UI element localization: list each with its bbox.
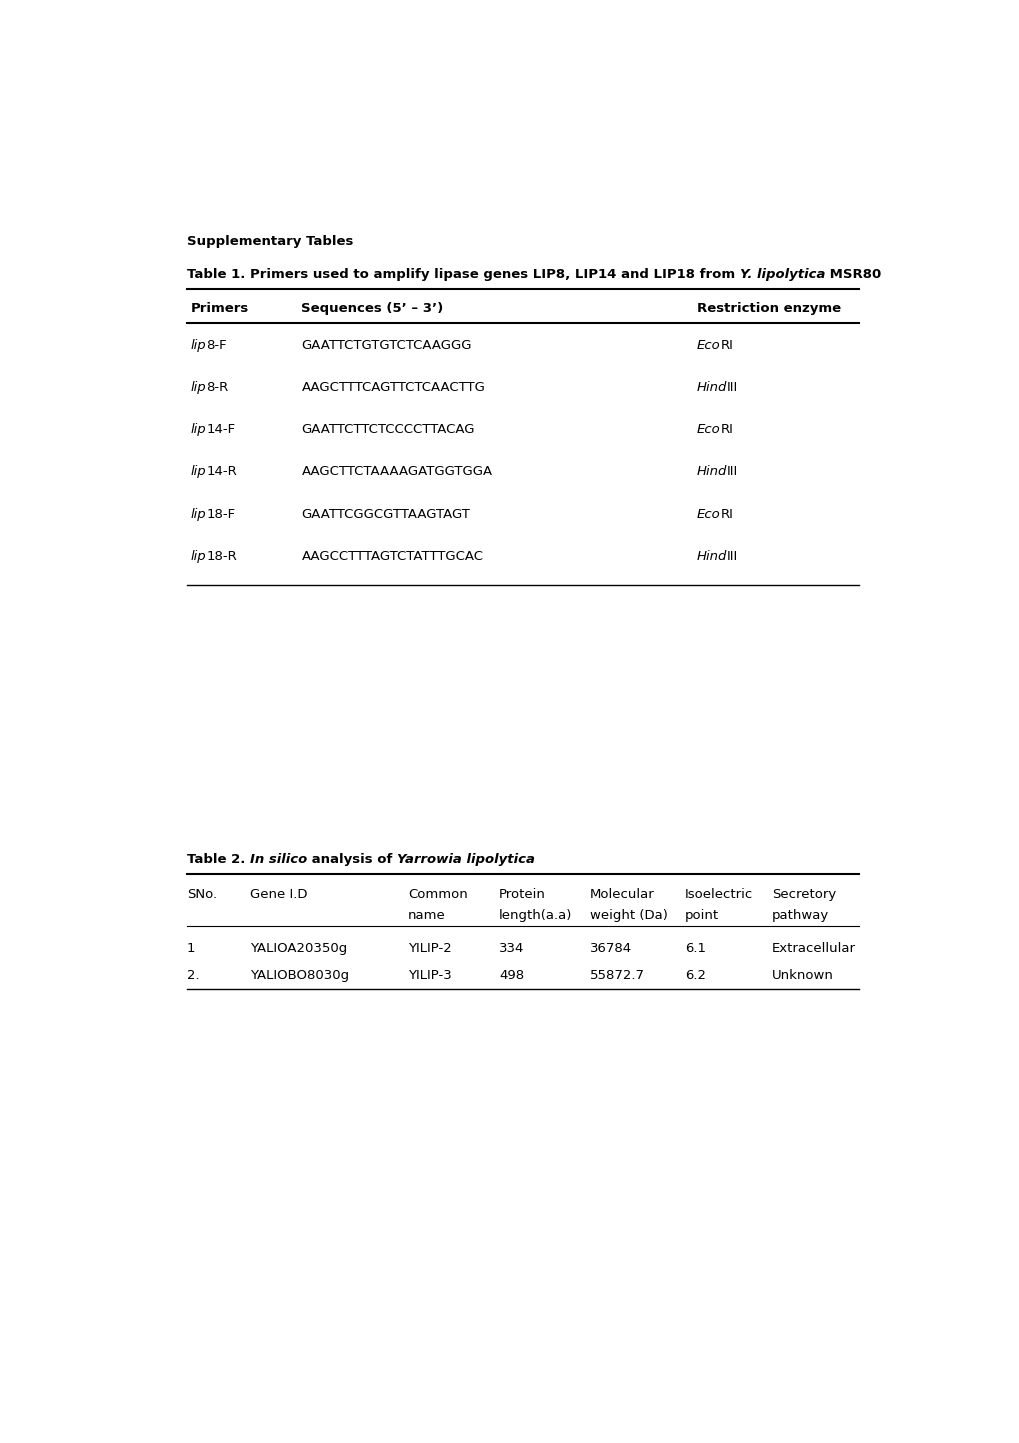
Text: SNo.: SNo. [186, 887, 217, 900]
Text: Table 2.: Table 2. [186, 853, 250, 866]
Text: GAATTCTTCTCCCCTTACAG: GAATTCTTCTCCCCTTACAG [302, 423, 475, 436]
Text: GAATTCTGTGTCTCAAGGG: GAATTCTGTGTCTCAAGGG [302, 339, 472, 352]
Text: In silico: In silico [250, 853, 307, 866]
Text: 14-R: 14-R [206, 466, 236, 479]
Text: Hind: Hind [696, 466, 727, 479]
Text: AAGCTTCTAAAAGATGGTGGA: AAGCTTCTAAAAGATGGTGGA [302, 466, 492, 479]
Text: lip: lip [191, 339, 206, 352]
Text: Eco: Eco [696, 423, 719, 436]
Text: YALIOA20350g: YALIOA20350g [250, 942, 346, 955]
Text: 18-F: 18-F [206, 508, 235, 521]
Text: Isoelectric: Isoelectric [684, 887, 752, 900]
Text: Eco: Eco [696, 508, 719, 521]
Text: 1: 1 [186, 942, 195, 955]
Text: III: III [727, 466, 738, 479]
Text: MSR80: MSR80 [824, 267, 880, 280]
Text: III: III [727, 381, 738, 394]
Text: 8-F: 8-F [206, 339, 227, 352]
Text: 36784: 36784 [589, 942, 632, 955]
Text: III: III [727, 550, 738, 563]
Text: lip: lip [191, 550, 206, 563]
Text: Restriction enzyme: Restriction enzyme [696, 302, 840, 315]
Text: lip: lip [191, 466, 206, 479]
Text: name: name [408, 909, 445, 922]
Text: Y. lipolytica: Y. lipolytica [739, 267, 824, 280]
Text: Primers: Primers [191, 302, 249, 315]
Text: 6.2: 6.2 [684, 968, 705, 981]
Text: Extracellular: Extracellular [771, 942, 855, 955]
Text: Hind: Hind [696, 550, 727, 563]
Text: 498: 498 [498, 968, 524, 981]
Text: 18-R: 18-R [206, 550, 236, 563]
Text: YALIOBO8030g: YALIOBO8030g [250, 968, 348, 981]
Text: 55872.7: 55872.7 [589, 968, 644, 981]
Text: Hind: Hind [696, 381, 727, 394]
Text: 2.: 2. [186, 968, 200, 981]
Text: length(a.a): length(a.a) [498, 909, 572, 922]
Text: Eco: Eco [696, 339, 719, 352]
Text: AAGCTTTCAGTTCTCAACTTG: AAGCTTTCAGTTCTCAACTTG [302, 381, 485, 394]
Text: Protein: Protein [498, 887, 545, 900]
Text: YILIP-2: YILIP-2 [408, 942, 451, 955]
Text: Common: Common [408, 887, 468, 900]
Text: lip: lip [191, 508, 206, 521]
Text: GAATTCGGCGTTAAGTAGT: GAATTCGGCGTTAAGTAGT [302, 508, 470, 521]
Text: 334: 334 [498, 942, 524, 955]
Text: Sequences (5’ – 3’): Sequences (5’ – 3’) [302, 302, 443, 315]
Text: lip: lip [191, 381, 206, 394]
Text: Gene I.D: Gene I.D [250, 887, 307, 900]
Text: Molecular: Molecular [589, 887, 654, 900]
Text: Unknown: Unknown [771, 968, 833, 981]
Text: Table 1. Primers used to amplify lipase genes LIP8, LIP14 and LIP18 from: Table 1. Primers used to amplify lipase … [186, 267, 739, 280]
Text: 14-F: 14-F [206, 423, 235, 436]
Text: Secretory: Secretory [771, 887, 836, 900]
Text: 6.1: 6.1 [684, 942, 705, 955]
Text: analysis of: analysis of [307, 853, 396, 866]
Text: RI: RI [719, 508, 733, 521]
Text: AAGCCTTTAGTCTATTTGCAC: AAGCCTTTAGTCTATTTGCAC [302, 550, 483, 563]
Text: YILIP-3: YILIP-3 [408, 968, 451, 981]
Text: weight (Da): weight (Da) [589, 909, 667, 922]
Text: pathway: pathway [771, 909, 828, 922]
Text: lip: lip [191, 423, 206, 436]
Text: Supplementary Tables: Supplementary Tables [186, 235, 353, 248]
Text: RI: RI [719, 423, 733, 436]
Text: RI: RI [719, 339, 733, 352]
Text: Yarrowia lipolytica: Yarrowia lipolytica [396, 853, 535, 866]
Text: 8-R: 8-R [206, 381, 228, 394]
Text: point: point [684, 909, 718, 922]
